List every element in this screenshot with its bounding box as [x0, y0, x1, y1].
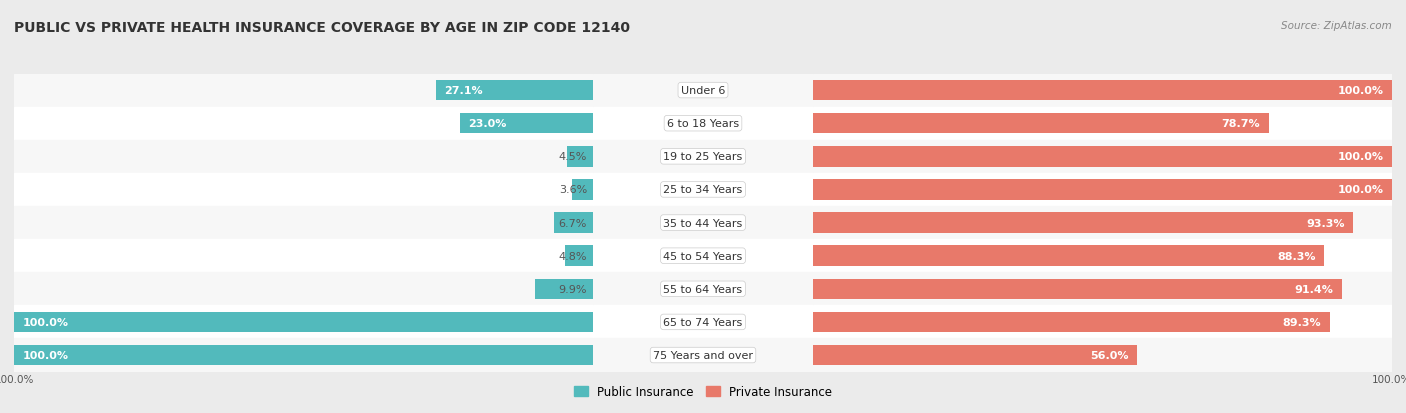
Text: 78.7%: 78.7% [1222, 119, 1260, 129]
Text: 3.6%: 3.6% [558, 185, 586, 195]
Bar [813, 173, 1392, 206]
Bar [436, 81, 593, 101]
Bar [813, 114, 1268, 134]
Bar [813, 107, 1392, 140]
Bar [813, 74, 1392, 107]
Bar [813, 240, 1392, 273]
Bar [14, 206, 593, 240]
Bar [554, 213, 593, 233]
Bar [813, 246, 1324, 266]
Text: PUBLIC VS PRIVATE HEALTH INSURANCE COVERAGE BY AGE IN ZIP CODE 12140: PUBLIC VS PRIVATE HEALTH INSURANCE COVER… [14, 21, 630, 35]
Text: 6.7%: 6.7% [558, 218, 586, 228]
Bar [593, 240, 813, 273]
Bar [572, 180, 593, 200]
Bar [813, 339, 1392, 372]
Bar [14, 74, 593, 107]
Text: 93.3%: 93.3% [1306, 218, 1344, 228]
Bar [460, 114, 593, 134]
Text: 100.0%: 100.0% [1337, 185, 1384, 195]
Text: 4.8%: 4.8% [558, 251, 586, 261]
Text: 75 Years and over: 75 Years and over [652, 350, 754, 360]
Bar [593, 306, 813, 339]
Bar [593, 173, 813, 206]
Bar [565, 246, 593, 266]
Bar [813, 180, 1392, 200]
Bar [593, 339, 813, 372]
Bar [567, 147, 593, 167]
Text: 100.0%: 100.0% [1337, 152, 1384, 162]
Bar [14, 173, 593, 206]
Text: Source: ZipAtlas.com: Source: ZipAtlas.com [1281, 21, 1392, 31]
Text: 89.3%: 89.3% [1282, 317, 1322, 327]
Text: 55 to 64 Years: 55 to 64 Years [664, 284, 742, 294]
Bar [14, 306, 593, 339]
Bar [14, 140, 593, 173]
Text: 4.5%: 4.5% [558, 152, 586, 162]
Bar [536, 279, 593, 299]
Bar [813, 312, 1330, 332]
Bar [813, 81, 1392, 101]
Bar [593, 273, 813, 306]
Bar [593, 74, 813, 107]
Text: 65 to 74 Years: 65 to 74 Years [664, 317, 742, 327]
Text: 88.3%: 88.3% [1277, 251, 1316, 261]
Text: 56.0%: 56.0% [1090, 350, 1129, 360]
Text: 6 to 18 Years: 6 to 18 Years [666, 119, 740, 129]
Bar [14, 339, 593, 372]
Bar [813, 273, 1392, 306]
Bar [14, 273, 593, 306]
Bar [14, 345, 593, 366]
Text: 100.0%: 100.0% [22, 317, 69, 327]
Text: 9.9%: 9.9% [558, 284, 586, 294]
Bar [813, 140, 1392, 173]
Text: 100.0%: 100.0% [1337, 86, 1384, 96]
Bar [813, 206, 1392, 240]
Legend: Public Insurance, Private Insurance: Public Insurance, Private Insurance [569, 381, 837, 403]
Text: 91.4%: 91.4% [1295, 284, 1333, 294]
Bar [14, 240, 593, 273]
Bar [14, 107, 593, 140]
Text: 19 to 25 Years: 19 to 25 Years [664, 152, 742, 162]
Bar [14, 312, 593, 332]
Text: 45 to 54 Years: 45 to 54 Years [664, 251, 742, 261]
Text: 100.0%: 100.0% [22, 350, 69, 360]
Bar [813, 279, 1343, 299]
Text: 27.1%: 27.1% [444, 86, 484, 96]
Bar [593, 206, 813, 240]
Bar [813, 213, 1353, 233]
Text: Under 6: Under 6 [681, 86, 725, 96]
Bar [813, 345, 1137, 366]
Bar [593, 107, 813, 140]
Text: 23.0%: 23.0% [468, 119, 506, 129]
Bar [593, 140, 813, 173]
Text: 35 to 44 Years: 35 to 44 Years [664, 218, 742, 228]
Bar [813, 306, 1392, 339]
Bar [813, 147, 1392, 167]
Text: 25 to 34 Years: 25 to 34 Years [664, 185, 742, 195]
